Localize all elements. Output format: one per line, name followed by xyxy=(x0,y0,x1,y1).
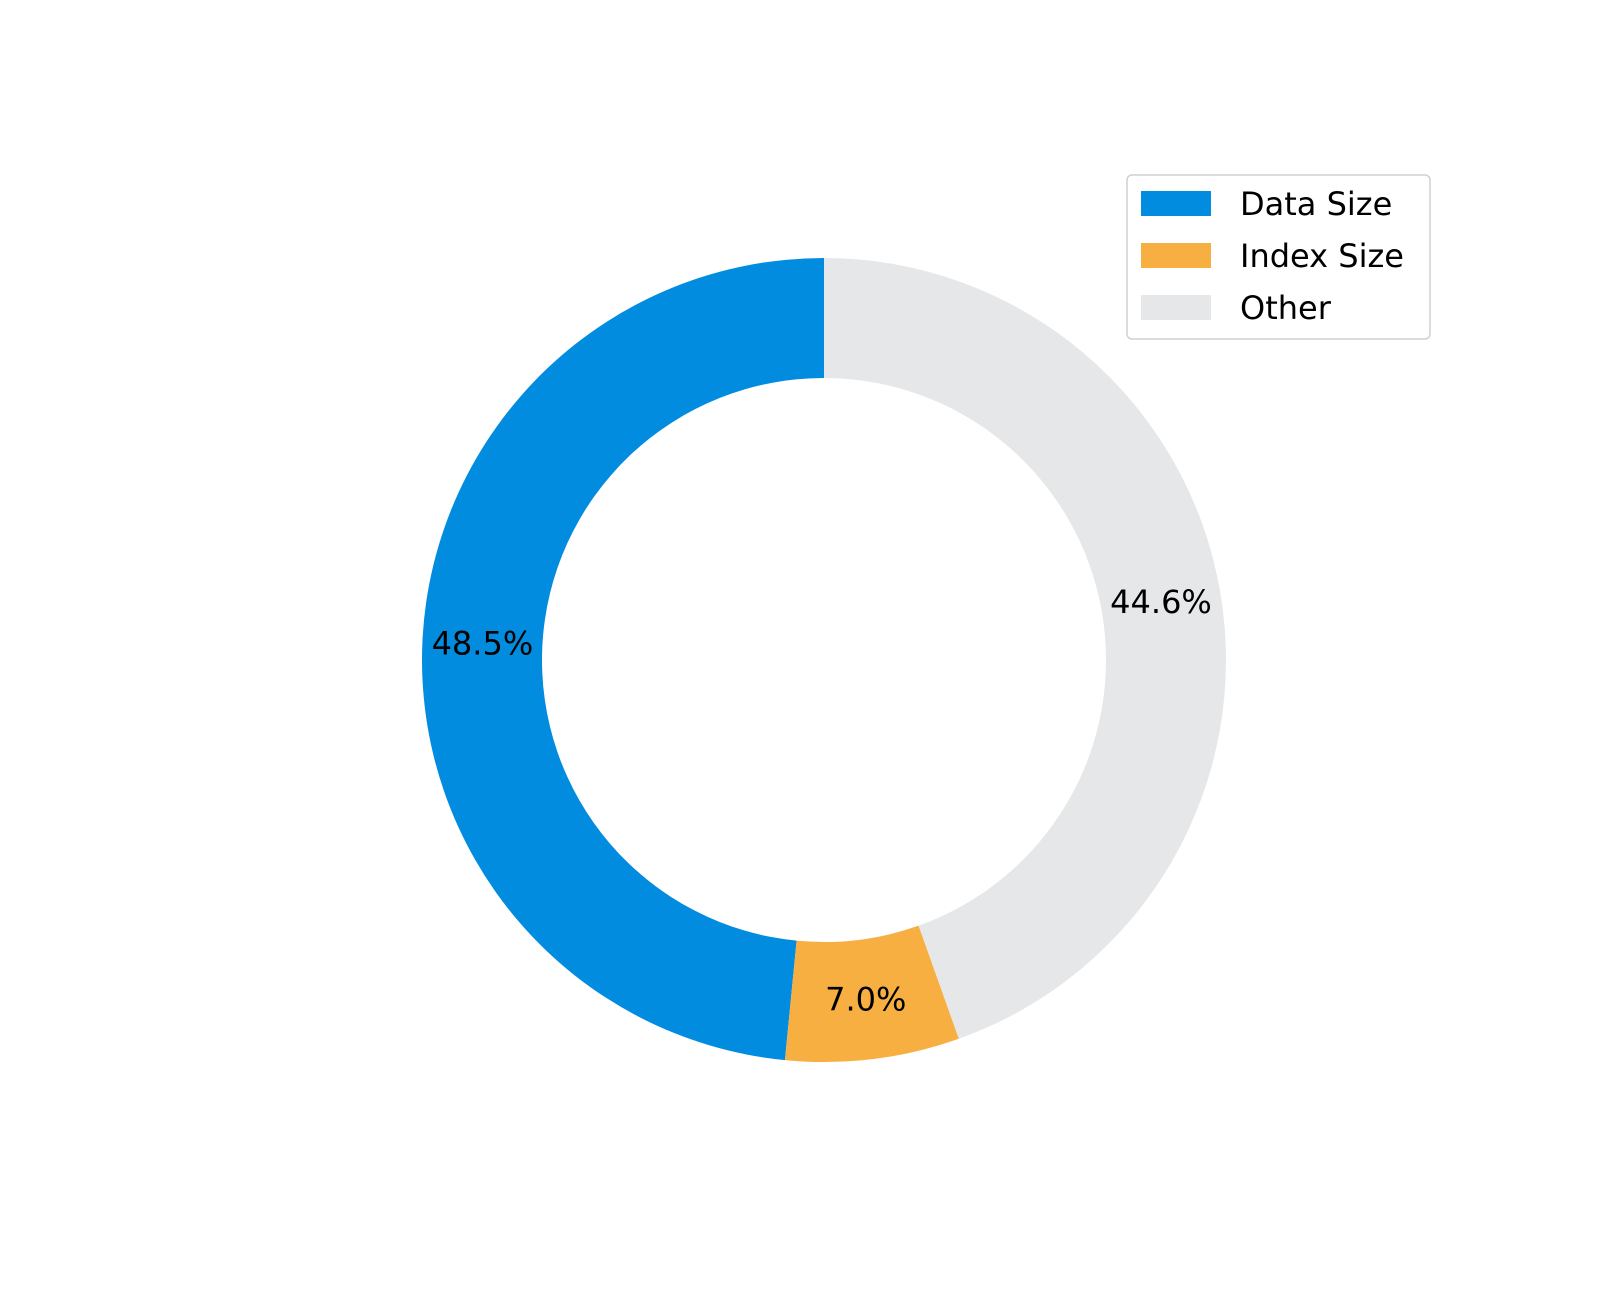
slice-labels: 48.5% 7.0% 44.6% xyxy=(432,583,1212,1019)
slice-label-index-size: 7.0% xyxy=(825,980,906,1018)
slice-other xyxy=(824,258,1226,1039)
legend-swatch-other xyxy=(1141,295,1211,320)
slice-index-size xyxy=(784,925,959,1062)
slice-label-data-size: 48.5% xyxy=(432,624,534,662)
donut-slices xyxy=(422,258,1226,1062)
legend-swatch-index-size xyxy=(1141,243,1211,268)
slice-label-other: 44.6% xyxy=(1110,583,1212,621)
legend-items: Data Size Index Size Other xyxy=(1141,185,1404,327)
legend-label-other: Other xyxy=(1240,289,1332,327)
legend-label-data-size: Data Size xyxy=(1240,185,1392,223)
slice-data-size xyxy=(422,258,824,1061)
legend: Data Size Index Size Other xyxy=(1126,174,1431,340)
legend-swatch-data-size xyxy=(1141,191,1211,216)
legend-label-index-size: Index Size xyxy=(1240,237,1404,275)
